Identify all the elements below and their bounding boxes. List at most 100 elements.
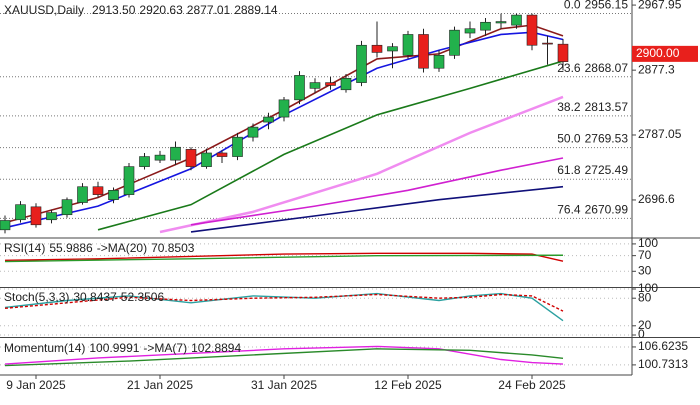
candle-body (433, 54, 445, 69)
candle-body (325, 82, 336, 86)
symbol: XAUUSD,Daily (4, 3, 84, 17)
y-tick-label: 20 (638, 318, 652, 332)
candle-body (402, 34, 414, 56)
legend-item: 30.8437 (73, 290, 117, 304)
fib-level: 50.0 (557, 132, 581, 146)
y-tick-label: 0 (638, 327, 645, 341)
candle-body (154, 154, 166, 161)
fib-price: 2725.49 (585, 163, 629, 177)
candle-body (263, 116, 274, 123)
legend-item: 52.3506 (121, 290, 165, 304)
candle-body (15, 204, 26, 221)
y-tick-label: 100.7313 (638, 357, 688, 371)
panel-legend: Stoch(5,3,3) 30.8437 52.3506 (4, 290, 164, 304)
moving-average (159, 95, 564, 234)
candle-body (108, 190, 119, 200)
candle-body (61, 199, 73, 216)
y-tick-label: 100 (638, 281, 658, 295)
fib-price: 2956.15 (585, 0, 629, 12)
moving-average (190, 157, 564, 226)
ohlc-value: 2920.63 (139, 3, 183, 17)
y-tick-label: 30 (638, 263, 652, 277)
candle-body (511, 14, 522, 26)
fib-level: 0.0 (564, 0, 581, 12)
candle-body (542, 42, 553, 45)
y-tick-label: 100 (638, 236, 658, 250)
x-tick-label: 9 Jan 2025 (6, 378, 66, 392)
legend-item: Stoch(5,3,3) (4, 290, 69, 304)
candle-body (170, 146, 181, 161)
candle-body (232, 136, 243, 157)
legend-item: 100.9991 (89, 341, 139, 355)
fib-price: 2813.57 (585, 100, 629, 114)
y-tick-label: 2787.05 (638, 127, 682, 141)
candle-body (464, 28, 476, 34)
indicator-line (4, 345, 564, 365)
candle-body (139, 156, 150, 167)
candle-body (123, 166, 135, 195)
candle-body (201, 152, 212, 167)
indicator-line (4, 348, 564, 367)
y-tick-label: 80 (638, 290, 652, 304)
fib-level: 23.6 (557, 61, 581, 75)
y-tick-label: 2877.3 (638, 62, 675, 76)
candle-body (495, 21, 507, 24)
x-tick-label: 21 Jan 2025 (127, 378, 193, 392)
candle-body (30, 206, 42, 226)
indicator-line (4, 254, 564, 263)
candle-body (557, 43, 569, 62)
y-tick-label: 2696.6 (638, 192, 675, 206)
legend-item: RSI(14) (4, 241, 45, 255)
fib-label: 38.2 2813.57 (557, 100, 628, 114)
candle-body (185, 149, 197, 167)
candle-body (46, 212, 57, 221)
candle-body (92, 186, 104, 195)
fib-label: 76.4 2670.99 (557, 203, 628, 217)
candle-body (0, 220, 11, 231)
candle-body (356, 44, 367, 83)
legend-item: Momentum(14) (4, 341, 85, 355)
candle-body (480, 21, 491, 31)
candle-body (387, 46, 398, 52)
candle-body (294, 75, 305, 101)
price-tag (632, 45, 698, 62)
y-tick-label: 106.6235 (638, 339, 688, 353)
candle-body (77, 186, 88, 203)
candle-body (309, 82, 321, 89)
candle-body (371, 44, 383, 53)
y-tick-label: 70 (638, 248, 652, 262)
candle-body (340, 77, 352, 91)
candle-body (418, 34, 429, 69)
fib-label: 0.0 2956.15 (564, 0, 628, 12)
fib-label: 50.0 2769.53 (557, 132, 628, 146)
moving-average (190, 185, 564, 233)
legend-item: 55.9886 (49, 241, 93, 255)
candle-body (449, 29, 460, 56)
fib-price: 2868.07 (585, 61, 629, 75)
fib-label: 61.8 2725.49 (557, 163, 628, 177)
legend-item: ->MA(7) (143, 341, 187, 355)
panel-legend: RSI(14) 55.9886 ->MA(20) 70.8503 (4, 241, 195, 255)
candle-body (247, 126, 259, 138)
indicator-line (4, 293, 564, 312)
indicator-line (4, 252, 564, 262)
header: XAUUSD,Daily 2913.50 2920.63 2877.01 2889.14 (4, 3, 278, 17)
panel-legend: Momentum(14) 100.9991 ->MA(7) 102.8894 (4, 341, 241, 355)
price-tag-label: 2900.00 (636, 46, 680, 60)
y-tick-label: 2967.95 (638, 0, 682, 11)
fib-label: 23.6 2868.07 (557, 61, 628, 75)
x-tick-label: 12 Feb 2025 (374, 378, 442, 392)
candle-body (216, 152, 228, 157)
ohlc-value: 2889.14 (234, 3, 278, 17)
candle-body (278, 99, 290, 118)
fib-level: 38.2 (557, 100, 581, 114)
moving-average (97, 60, 564, 231)
legend-item: 102.8894 (191, 341, 241, 355)
fib-price: 2670.99 (585, 203, 629, 217)
ohlc-value: 2877.01 (187, 3, 231, 17)
fib-level: 61.8 (557, 163, 581, 177)
fib-level: 76.4 (557, 203, 581, 217)
x-tick-label: 24 Feb 2025 (498, 378, 566, 392)
